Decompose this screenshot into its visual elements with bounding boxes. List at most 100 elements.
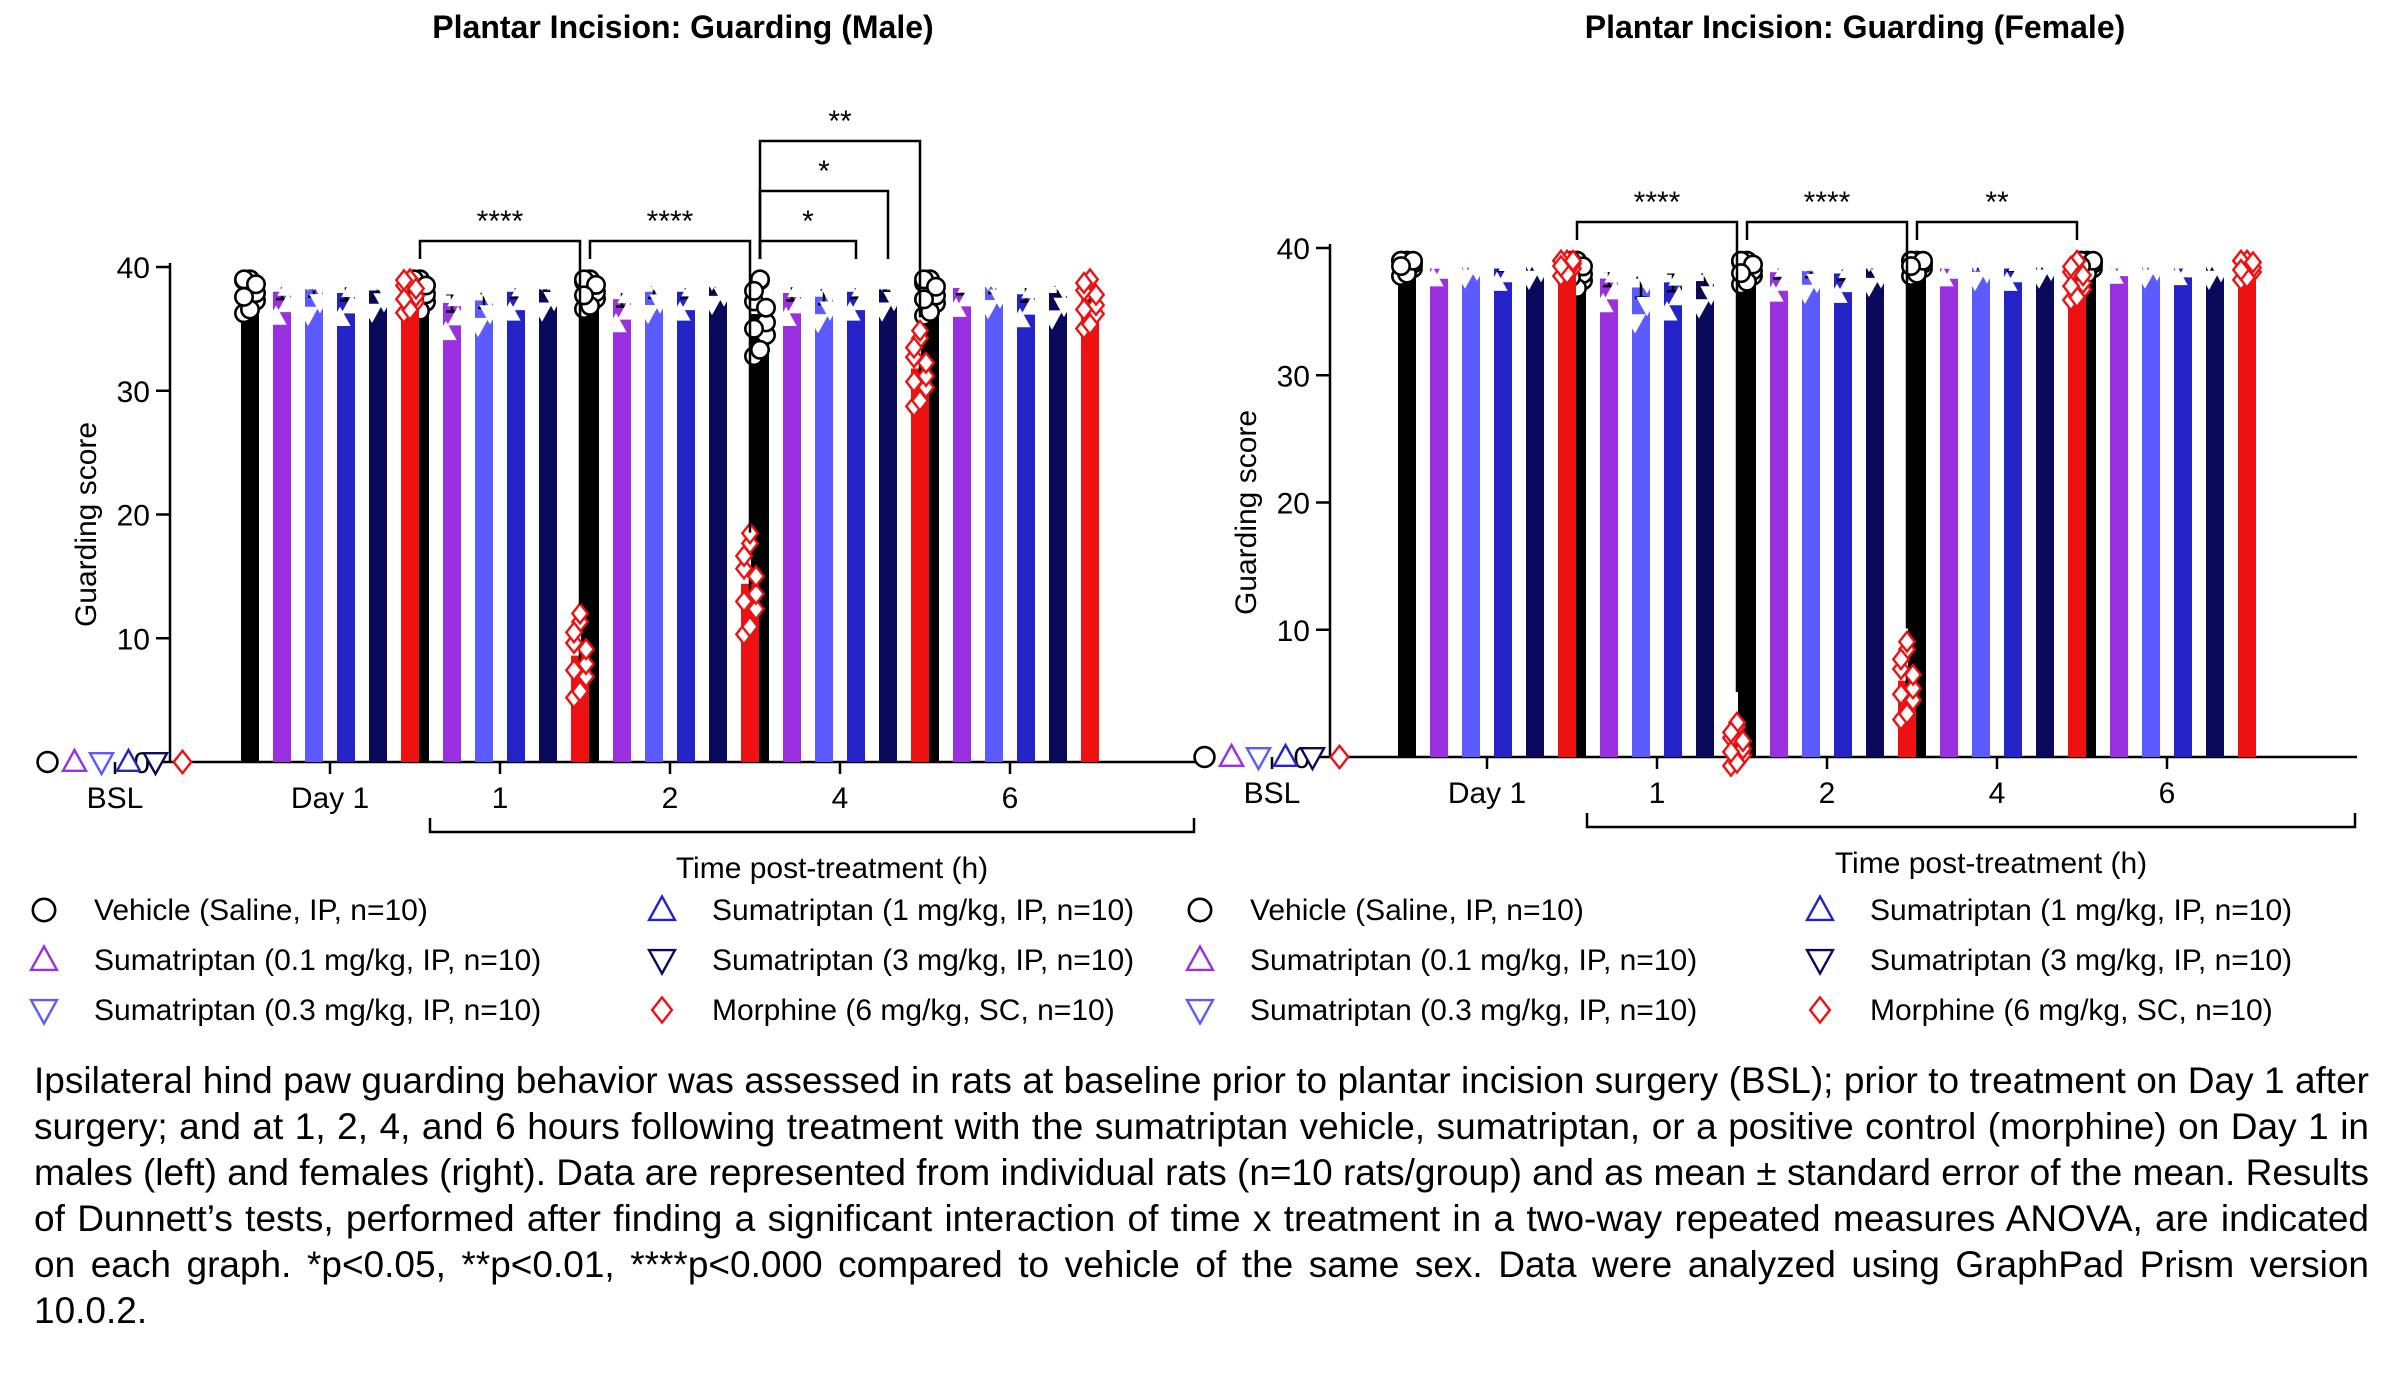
data-point [669, 268, 691, 288]
data-point [1688, 259, 1710, 279]
bar [677, 291, 695, 762]
x-tick-label: 6 [2159, 777, 2176, 810]
data-point [373, 279, 395, 299]
data-point [1530, 253, 1552, 273]
bar [1834, 273, 1852, 757]
data-point [1944, 259, 1966, 279]
data-point [447, 306, 469, 326]
data-point [756, 297, 776, 318]
bar [1049, 292, 1067, 762]
data-point [1964, 272, 1986, 292]
data-point [531, 302, 553, 322]
data-point [1624, 260, 1646, 280]
data-point [617, 300, 639, 320]
data-point [750, 339, 770, 360]
bar [2238, 264, 2256, 757]
data-point [277, 276, 299, 296]
data-point [2231, 258, 2251, 282]
data-point [1298, 747, 1327, 772]
bar [1940, 263, 1958, 757]
triangle-down-icon [1185, 998, 1215, 1026]
x-tick-label: 1 [1649, 777, 1666, 810]
significance-bracket [1745, 220, 1909, 629]
data-point [1592, 252, 1614, 273]
data-point [734, 544, 754, 568]
data-point [499, 301, 521, 321]
data-point [60, 747, 89, 772]
data-point [1498, 262, 1520, 283]
y-tick-label: 10 [117, 623, 150, 656]
data-point [2114, 249, 2136, 269]
data-point [435, 320, 457, 341]
data-point [87, 752, 116, 777]
legend-label: Sumatriptan (0.1 mg/kg, IP, n=10) [94, 944, 541, 977]
y-tick-label: 30 [1277, 360, 1310, 393]
data-point [576, 664, 596, 689]
data-point [1009, 307, 1031, 328]
data-point [1897, 629, 1917, 654]
data-point [713, 276, 735, 296]
bar [273, 291, 291, 762]
legend-label: Sumatriptan (1 mg/kg, IP, n=10) [1870, 894, 2292, 927]
data-point [839, 301, 861, 321]
x-tick-label: Day 1 [291, 782, 369, 815]
time-bracket [1585, 813, 2357, 829]
y-tick-label: 10 [1277, 615, 1310, 648]
data-point [1891, 682, 1911, 707]
data-point [787, 277, 809, 298]
data-point [775, 267, 797, 288]
bar [645, 291, 663, 762]
x-tick-label: 4 [1989, 777, 2006, 810]
data-point [910, 388, 930, 413]
circle-icon [31, 897, 57, 923]
data-point [744, 318, 764, 339]
data-point [447, 286, 469, 307]
y-tick-label: 30 [117, 376, 150, 409]
bar [2142, 261, 2160, 757]
data-point [1391, 256, 1411, 277]
x-axis-label: Time post-treatment (h) [1835, 847, 2147, 880]
data-point [910, 318, 930, 343]
data-point [1009, 268, 1031, 289]
data-point [341, 277, 363, 298]
data-point [1656, 254, 1678, 274]
data-point [1074, 271, 1094, 295]
significance-label: ** [1985, 186, 2009, 219]
data-point [2178, 249, 2200, 269]
data-point [701, 295, 723, 316]
bar [507, 291, 525, 762]
bar [539, 289, 557, 762]
data-point [1592, 293, 1614, 313]
data-point [1700, 269, 1722, 289]
bar [1430, 263, 1448, 757]
triangle-up-icon [647, 894, 677, 922]
data-point [1794, 284, 1816, 305]
bar [613, 299, 631, 762]
data-point [1466, 252, 1488, 273]
data-point [341, 294, 363, 314]
data-point [543, 278, 565, 298]
data-point [957, 273, 979, 293]
data-point [1486, 249, 1508, 269]
data-point [1944, 249, 1966, 269]
significance-bracket [758, 239, 858, 259]
figure: Plantar Incision: Guarding (Male)0102030… [29, 9, 2357, 1027]
data-point [2008, 262, 2030, 283]
bar [337, 292, 355, 762]
bar [709, 286, 727, 762]
significance-label: **** [1634, 186, 1681, 219]
data-point [1021, 278, 1043, 299]
bar [847, 291, 865, 762]
data-point [467, 278, 489, 299]
data-point [479, 288, 501, 309]
data-point [926, 276, 946, 297]
legend-label: Sumatriptan (3 mg/kg, IP, n=10) [1870, 944, 2292, 977]
bar [879, 289, 897, 762]
data-point [1329, 743, 1350, 771]
data-point [511, 290, 533, 311]
data-point [681, 290, 703, 311]
data-point [1731, 263, 1751, 284]
data-point [1826, 283, 1848, 303]
bar [1908, 260, 1926, 757]
y-tick-label: 20 [1277, 488, 1310, 521]
